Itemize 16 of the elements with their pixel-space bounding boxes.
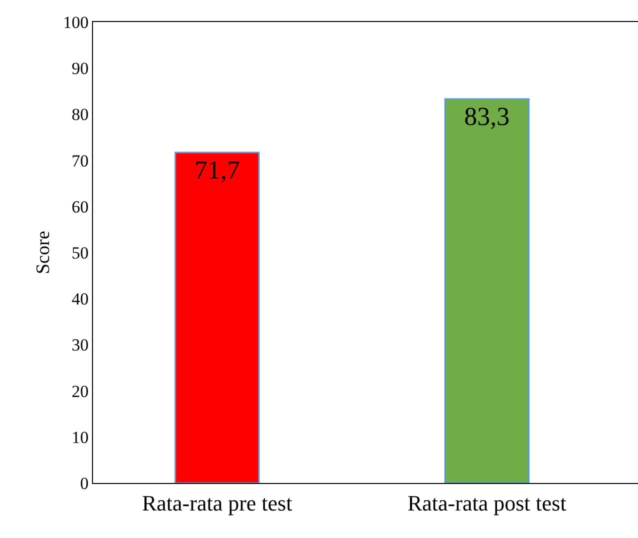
data-label: 83,3 bbox=[464, 102, 510, 131]
y-tick-label: 90 bbox=[72, 59, 89, 78]
x-tick-label: Rata-rata post test bbox=[407, 490, 566, 516]
y-tick-label: 10 bbox=[72, 428, 89, 447]
y-tick-label: 70 bbox=[72, 151, 89, 170]
y-tick-label: 20 bbox=[72, 382, 89, 401]
x-tick-label: Rata-rata pre test bbox=[142, 490, 292, 516]
y-tick-label: 60 bbox=[72, 197, 89, 216]
y-tick-label: 40 bbox=[72, 290, 89, 309]
y-tick-label: 30 bbox=[72, 336, 89, 355]
y-axis-title: Score bbox=[32, 230, 54, 274]
y-tick-label: 50 bbox=[72, 243, 89, 262]
data-label: 71,7 bbox=[194, 155, 240, 184]
y-tick-label: 0 bbox=[80, 474, 89, 493]
y-tick-label: 100 bbox=[63, 12, 89, 32]
y-tick-label: 80 bbox=[72, 105, 89, 124]
